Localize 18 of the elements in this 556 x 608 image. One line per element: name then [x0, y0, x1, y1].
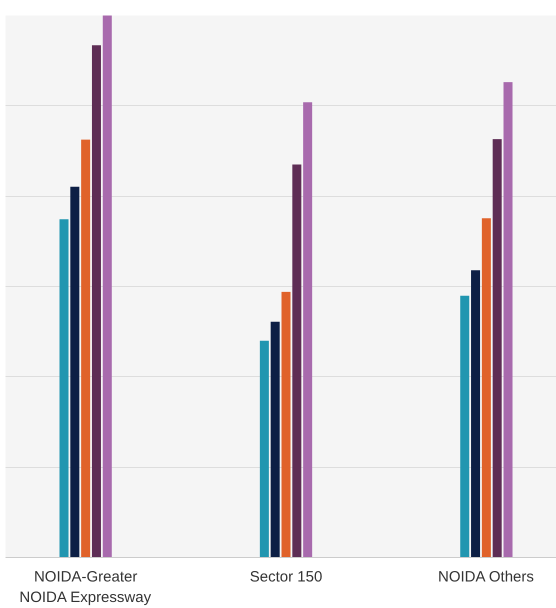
bar — [303, 102, 312, 558]
x-tick-label: NOIDA Others — [438, 568, 534, 586]
bar — [460, 296, 470, 558]
bar — [102, 16, 112, 558]
bar — [492, 139, 502, 558]
bar — [92, 45, 101, 558]
bar — [471, 270, 480, 558]
x-tick-label: Sector 150 — [250, 568, 322, 586]
bar — [482, 218, 491, 558]
x-tick-label: NOIDA-Greater NOIDA Expressway — [19, 568, 152, 606]
bar — [70, 186, 80, 558]
bar — [81, 140, 90, 558]
bar — [282, 292, 291, 558]
bar — [270, 322, 280, 558]
bar — [292, 164, 302, 558]
bar — [60, 219, 69, 558]
bar — [260, 340, 269, 558]
bar — [504, 82, 513, 558]
